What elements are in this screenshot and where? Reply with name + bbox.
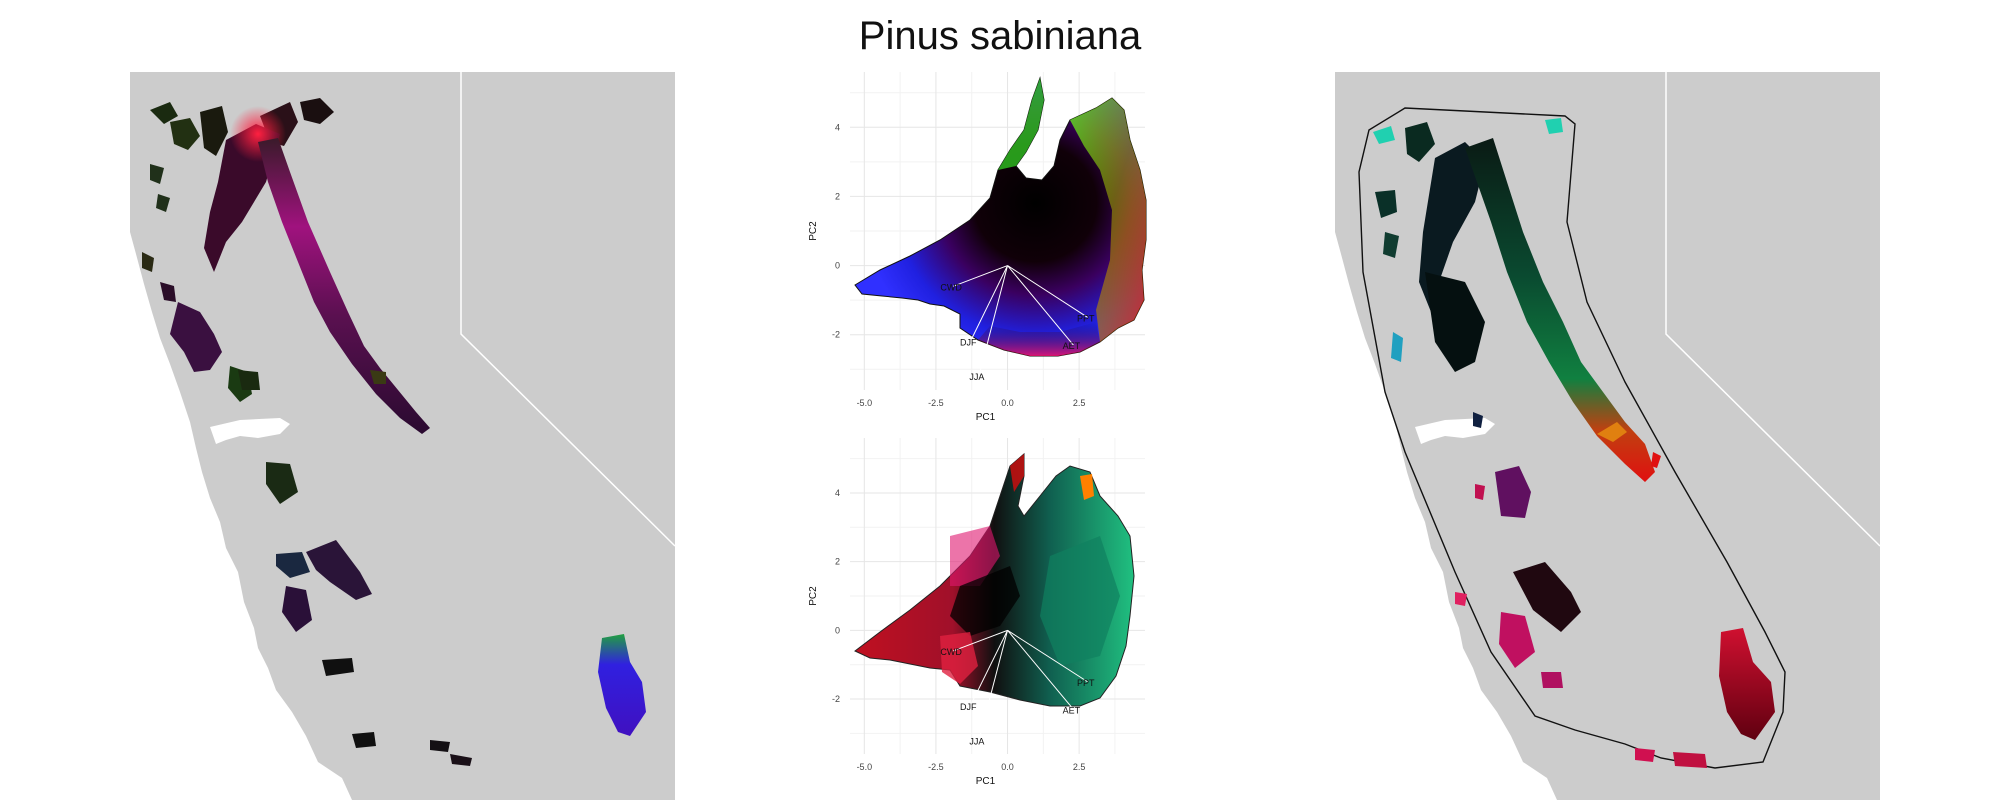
- pca-plot-bottom: CWD DJF JJA AET PPT -5.0 -2.5 0.0 2.5 4 2 0 -2 PC1 PC…: [808, 438, 1145, 787]
- y-tick-label: -2: [832, 694, 840, 704]
- vector-label-djf: DJF: [960, 702, 977, 712]
- vector-line-ppt: [1007, 629, 1088, 683]
- vector-line-cwd: [952, 265, 1008, 287]
- state-border: [1665, 72, 1880, 547]
- vector-label-cwd: CWD: [940, 282, 962, 292]
- vector-line-djf: [969, 265, 1008, 342]
- vector-label-jja: JJA: [969, 736, 984, 746]
- vector-label-aet: AET: [1063, 341, 1081, 351]
- pca-axes-top: -5.0 -2.5 0.0 2.5 4 2 0 -2 PC1 PC2: [808, 122, 1085, 423]
- x-axis-label: PC1: [976, 776, 996, 787]
- x-tick-label: -2.5: [928, 398, 944, 408]
- vector-label-jja: JJA: [969, 372, 984, 382]
- pca-vectors-bottom: CWD DJF JJA AET PPT: [940, 629, 1095, 746]
- right-map: [1335, 72, 1880, 800]
- y-tick-label: 2: [835, 191, 840, 201]
- x-tick-label: 0.0: [1001, 762, 1014, 772]
- x-tick-label: -2.5: [928, 762, 944, 772]
- x-tick-label: 2.5: [1073, 762, 1086, 772]
- x-tick-label: 2.5: [1073, 398, 1086, 408]
- distribution-patches: [1373, 118, 1775, 768]
- y-axis-label: PC2: [808, 586, 819, 606]
- state-border: [460, 72, 675, 547]
- vector-label-ppt: PPT: [1077, 678, 1095, 688]
- distribution-patches: [142, 98, 646, 766]
- vector-line-ppt: [1007, 265, 1088, 318]
- y-tick-label: 2: [835, 557, 840, 567]
- y-axis-label: PC2: [808, 221, 819, 241]
- left-map: [130, 72, 675, 800]
- x-tick-label: -5.0: [857, 398, 873, 408]
- x-tick-label: 0.0: [1001, 398, 1014, 408]
- y-tick-label: 0: [835, 625, 840, 635]
- vector-line-aet: [1007, 630, 1074, 710]
- vector-line-jja: [978, 265, 1009, 377]
- y-tick-label: 4: [835, 122, 840, 132]
- pca-axes-bottom: -5.0 -2.5 0.0 2.5 4 2 0 -2 PC1 PC2: [808, 488, 1085, 787]
- vector-label-djf: DJF: [960, 338, 977, 348]
- vector-label-cwd: CWD: [940, 647, 962, 657]
- pca-plot-top: CWD DJF JJA AET PPT -5.0 -2.5 0.0 2.5 4 2 0 -2 PC1 PC…: [808, 72, 1147, 423]
- x-tick-label: -5.0: [857, 762, 873, 772]
- land-area: [130, 72, 675, 800]
- y-tick-label: 4: [835, 488, 840, 498]
- bay-water: [210, 418, 290, 444]
- y-tick-label: -2: [832, 330, 840, 340]
- vector-line-cwd: [952, 629, 1008, 652]
- vector-label-ppt: PPT: [1077, 313, 1095, 323]
- vector-line-aet: [1007, 265, 1074, 346]
- figure-title: Pinus sabiniana: [858, 14, 1142, 58]
- vector-label-aet: AET: [1063, 705, 1081, 715]
- vector-line-djf: [969, 630, 1008, 707]
- range-hull-outline: [1358, 107, 1786, 769]
- x-axis-label: PC1: [976, 412, 996, 423]
- vector-line-jja: [978, 630, 1009, 741]
- y-tick-label: 0: [835, 261, 840, 271]
- pca-vectors-top: CWD DJF JJA AET PPT: [940, 265, 1095, 382]
